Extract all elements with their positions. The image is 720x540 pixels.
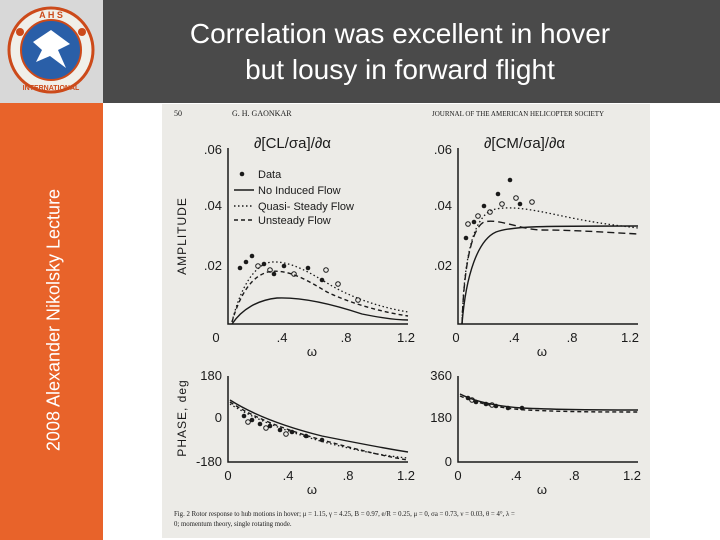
- author-header: G. H. GAONKAR: [232, 109, 292, 118]
- phase-right-xtick-12: 1.2: [623, 468, 641, 483]
- amp-right-tick-02: .02: [434, 258, 452, 273]
- ahs-logo: A H S INTERNATIONAL: [0, 0, 103, 103]
- slide-header: [0, 0, 720, 103]
- orange-sidebar: [0, 103, 103, 540]
- phase-right-tick-180: 180: [430, 410, 452, 425]
- amp-left-xlabel: ω: [307, 344, 317, 359]
- logo-text: A H S: [39, 10, 63, 20]
- amp-left-quasi-curve: [231, 261, 409, 323]
- phase-left-quasi-curve: [229, 403, 409, 459]
- phase-left-tick-180: 180: [200, 368, 222, 383]
- amp-right-unsteady-curve: [461, 220, 639, 325]
- phase-right-xlabel: ω: [537, 482, 547, 497]
- logo-ring-text: INTERNATIONAL: [23, 85, 80, 92]
- phase-axis-label: PHASE, deg: [175, 379, 189, 456]
- chart-legend: Data No Induced Flow Quasi- Steady Flow …: [234, 169, 354, 227]
- phase-left-xtick-12: 1.2: [397, 468, 415, 483]
- right-panel-title: ∂[CM/σa]/∂α: [484, 135, 565, 152]
- amp-left-xtick-08: .8: [341, 330, 352, 345]
- amp-left-tick-06: .06: [204, 142, 222, 157]
- page-number: 50: [174, 109, 182, 118]
- lecture-label: 2008 Alexander Nikolsky Lecture: [43, 188, 64, 452]
- amp-right-xtick-08: .8: [567, 330, 578, 345]
- amp-right-xtick-04: .4: [509, 330, 520, 345]
- legend-unsteady: Unsteady Flow: [258, 215, 331, 227]
- amp-left-xtick-0: 0: [212, 330, 219, 345]
- phase-right-tick-360: 360: [430, 368, 452, 383]
- phase-left-xtick-08: .8: [343, 468, 354, 483]
- amp-left-tick-02: .02: [204, 258, 222, 273]
- amp-right-no-induced-curve: [461, 225, 639, 325]
- legend-data: Data: [258, 169, 282, 181]
- legend-no-induced: No Induced Flow: [258, 185, 341, 197]
- phase-right-panel: 360 180 0 0 .4 .8 1.2 ω: [430, 368, 641, 497]
- legend-quasi-steady: Quasi- Steady Flow: [258, 201, 354, 213]
- title-line-2: but lousy in forward flight: [245, 54, 555, 85]
- phase-right-tick-0: 0: [445, 454, 452, 469]
- phase-left-xlabel: ω: [307, 482, 317, 497]
- amp-left-tick-04: .04: [204, 198, 222, 213]
- figure-caption-line-1: Fig. 2 Rotor response to hub motions in …: [174, 511, 515, 518]
- amp-left-no-induced-curve: [231, 297, 409, 325]
- slide-title: Correlation was excellent in hover but l…: [120, 16, 680, 88]
- phase-left-tick-0: 0: [215, 410, 222, 425]
- amp-left-panel: .06 .04 .02 0 .4 .8 1.2 ω: [204, 142, 415, 359]
- amp-right-xtick-12: 1.2: [621, 330, 639, 345]
- figure-caption-line-2: 0; momentum theory, single rotating mode…: [174, 521, 292, 528]
- title-line-1: Correlation was excellent in hover: [189, 18, 611, 49]
- amp-right-tick-04: .04: [434, 198, 452, 213]
- phase-right-xtick-04: .4: [511, 468, 522, 483]
- amp-right-xlabel: ω: [537, 344, 547, 359]
- journal-header: JOURNAL OF THE AMERICAN HELICOPTER SOCIE…: [432, 110, 604, 118]
- amp-right-quasi-curve: [461, 207, 639, 325]
- amp-left-xtick-12: 1.2: [397, 330, 415, 345]
- scanned-figure: 50 G. H. GAONKAR JOURNAL OF THE AMERICAN…: [162, 104, 650, 538]
- amp-left-unsteady-curve: [231, 270, 409, 323]
- left-panel-title: ∂[CL/σa]/∂α: [254, 135, 331, 152]
- phase-left-no-induced-curve: [229, 399, 409, 453]
- phase-right-xtick-0: 0: [454, 468, 461, 483]
- phase-left-xtick-0: 0: [224, 468, 231, 483]
- phase-left-unsteady-curve: [229, 401, 409, 461]
- amp-right-panel: .06 .04 .02 0 .4 .8 1.2 ω: [434, 142, 639, 359]
- phase-left-xtick-04: .4: [283, 468, 294, 483]
- phase-left-panel: 180 0 -180 0 .4 .8 1.2 ω: [196, 368, 415, 497]
- phase-left-tick-neg180: -180: [196, 454, 222, 469]
- amp-left-xtick-04: .4: [277, 330, 288, 345]
- amp-right-xtick-0: 0: [452, 330, 459, 345]
- amplitude-axis-label: AMPLITUDE: [175, 197, 189, 275]
- phase-right-xtick-08: .8: [569, 468, 580, 483]
- amp-right-tick-06: .06: [434, 142, 452, 157]
